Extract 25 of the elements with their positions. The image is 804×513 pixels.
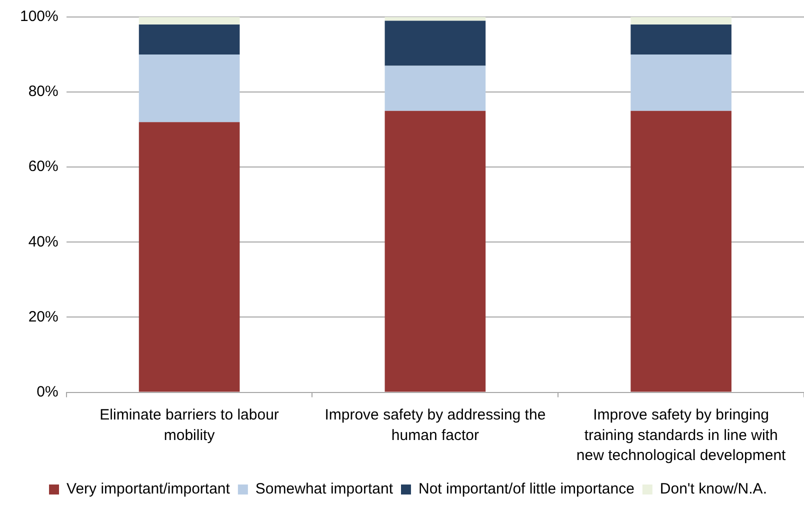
y-tick-label: 40% xyxy=(28,233,58,250)
legend-label: Don't know/N.A. xyxy=(660,480,767,498)
legend-label: Very important/important xyxy=(66,480,231,498)
bar xyxy=(384,20,486,66)
bar xyxy=(384,17,486,21)
y-tick-label: 20% xyxy=(28,308,58,326)
bar xyxy=(138,122,240,392)
bar xyxy=(384,110,486,392)
bar xyxy=(138,54,240,122)
x-tick-label: Improve safety by bringing training standards in line with new technological development xyxy=(576,406,787,464)
bar xyxy=(630,17,732,25)
bar xyxy=(630,110,732,392)
y-tick-label: 80% xyxy=(28,83,58,100)
bar xyxy=(138,17,240,25)
bar xyxy=(630,54,732,111)
bar xyxy=(630,24,732,55)
legend-label: Not important/of little importance xyxy=(418,480,634,498)
bar xyxy=(138,24,240,55)
y-tick-label: 0% xyxy=(36,383,58,400)
x-tick-label: Improve safety by addressing the human factor xyxy=(324,406,546,444)
bar xyxy=(384,66,486,111)
legend-label: Somewhat important xyxy=(255,480,394,498)
y-tick-label: 60% xyxy=(28,158,58,176)
x-tick-label: Eliminate barriers to labour mobility xyxy=(100,406,279,444)
y-tick-label: 100% xyxy=(20,8,58,26)
